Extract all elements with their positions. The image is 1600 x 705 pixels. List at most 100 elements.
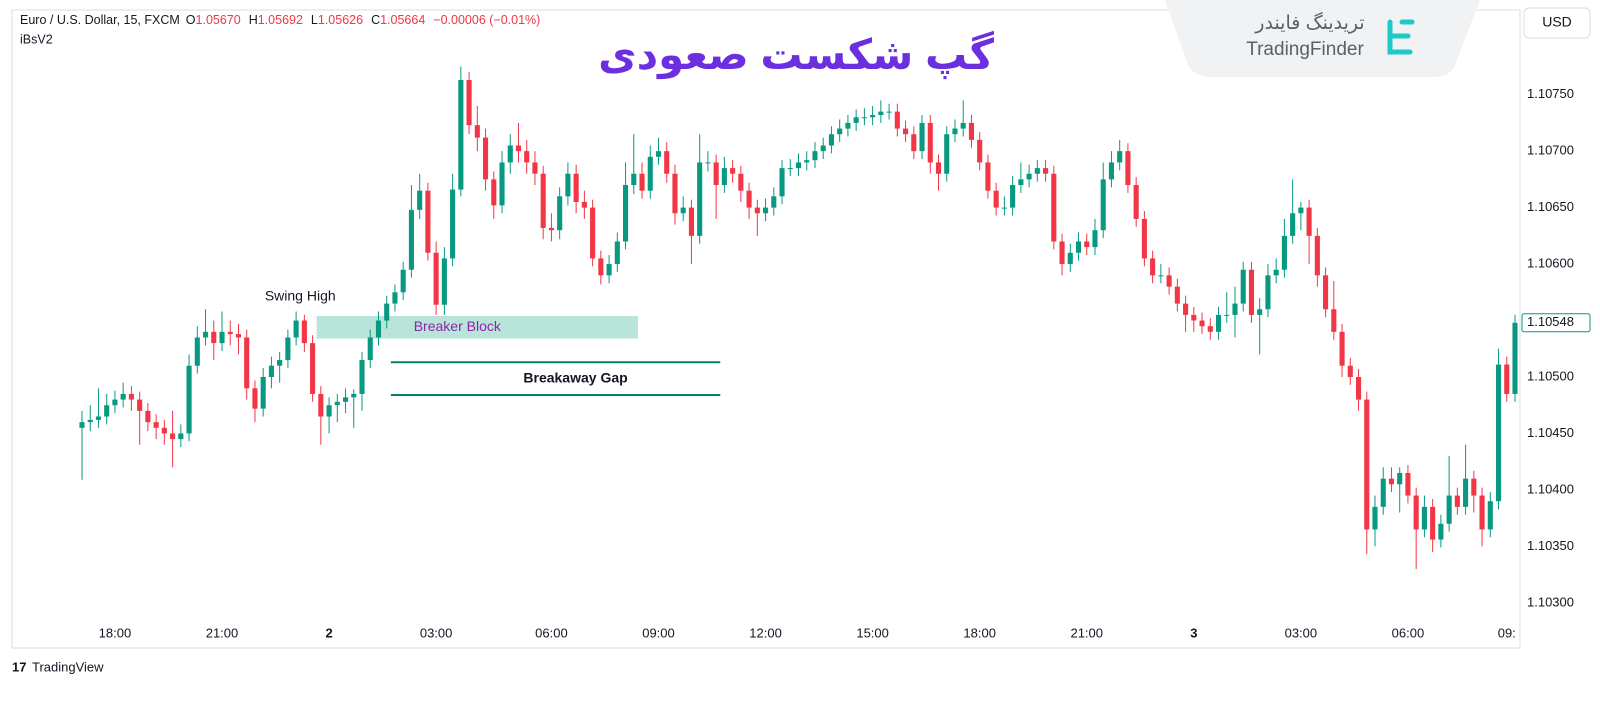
candle-body (1240, 269, 1246, 304)
x-tick-label: 03:00 (420, 625, 453, 640)
candle-body (318, 393, 324, 417)
candle-body (1133, 185, 1139, 219)
candle-body (1199, 320, 1205, 327)
candle-body (565, 173, 571, 197)
candle-body (812, 151, 818, 161)
brand-persian: تریدینگ فایندر (1254, 12, 1364, 34)
candle-body (285, 337, 291, 361)
candle-body (771, 196, 777, 208)
candle-body (1174, 286, 1180, 304)
candle-body (1323, 275, 1329, 310)
candle-body (787, 168, 793, 170)
last-price-box (1521, 313, 1591, 333)
candle-body (606, 264, 612, 276)
x-tick-label: 09: (1498, 625, 1516, 640)
candle-body (1248, 269, 1255, 315)
footer: TradingView (32, 659, 104, 674)
candle-body (1421, 506, 1427, 530)
x-tick-label: 18:00 (99, 625, 132, 640)
candle-body (1331, 309, 1337, 332)
candle-body (145, 410, 151, 423)
candle-body (244, 337, 250, 389)
candle-body (515, 145, 522, 152)
candle-body (1273, 269, 1279, 276)
candle-body (746, 190, 752, 208)
candle-body (392, 292, 398, 304)
candle-body (170, 433, 176, 440)
candle-body (235, 334, 242, 338)
y-tick-label: 1.10700 (1527, 143, 1574, 158)
candle-body (1059, 241, 1065, 265)
candle-body (1372, 506, 1378, 530)
candle-body (425, 190, 431, 253)
gap-label: Breakaway Gap (523, 369, 627, 385)
y-tick-label: 1.10600 (1527, 256, 1574, 271)
candle-body (1232, 303, 1238, 315)
candle-body (351, 393, 357, 398)
currency[interactable]: USD (1542, 14, 1572, 30)
candle-body (1512, 322, 1518, 394)
candle-body (1067, 252, 1073, 265)
indicator: iBsV2 (20, 32, 53, 46)
candle-body (1504, 364, 1510, 394)
candle-body (870, 115, 876, 118)
candle-body (474, 125, 480, 138)
candle-body (886, 111, 892, 113)
candle-body (293, 320, 299, 338)
breaker-block (316, 316, 638, 339)
candle-body (524, 151, 530, 163)
candle-body (754, 207, 760, 214)
currency-box[interactable] (1523, 7, 1591, 39)
candle-body (1117, 151, 1123, 163)
candle-body (1051, 173, 1057, 242)
header: Euro / U.S. Dollar, 15, FXCM O1.05670 H1.0… (20, 13, 540, 27)
candle-body (310, 343, 316, 394)
candle-body (590, 207, 596, 259)
candle-body (1339, 331, 1345, 366)
candle-body (1150, 258, 1156, 276)
candle-body (1388, 478, 1395, 485)
candle-body (79, 422, 85, 428)
candle-body (680, 207, 686, 214)
plot: 1.10300 1.10350 1.10400 1.10450 1.10500 1.105… (79, 66, 1591, 640)
candle-body (878, 111, 884, 116)
x-tick-label: 12:00 (749, 625, 782, 640)
x-tick-label: 21:00 (1070, 625, 1103, 640)
x-tick-label: 21:00 (206, 625, 239, 640)
candle-body (985, 162, 991, 191)
candle-body (557, 196, 563, 231)
candle-body (178, 433, 184, 440)
candle-body (664, 151, 670, 174)
candle-body (1380, 478, 1386, 507)
candle-body (1043, 168, 1049, 174)
brand-logo (1387, 19, 1415, 55)
candle-body (1207, 326, 1213, 332)
chart-title: گپ شکست صعودی (598, 30, 994, 80)
candle-body (820, 145, 826, 152)
x-tick-label: 09:00 (642, 625, 675, 640)
y-tick-label: 1.10750 (1527, 86, 1574, 101)
candle-body (359, 360, 365, 394)
candle-body (614, 241, 620, 265)
candle-body (598, 258, 604, 276)
candle-body (194, 337, 200, 366)
candle-body (268, 365, 274, 377)
field-key: L (311, 13, 318, 27)
candle-body (894, 111, 900, 129)
candle-body (120, 393, 126, 400)
candle-body (466, 80, 472, 126)
candle-body (935, 162, 942, 174)
candle-body (927, 122, 933, 163)
candle-body (1463, 478, 1469, 507)
candle-body (400, 269, 406, 293)
candle-body (1454, 495, 1460, 507)
brand-box (1165, 0, 1480, 77)
candle-body (1347, 365, 1353, 377)
candle-body (260, 376, 266, 409)
candle-body (1158, 275, 1164, 277)
candle-body (384, 303, 390, 321)
candle-body (581, 201, 587, 208)
candle-body (1355, 376, 1362, 400)
candle-body (960, 122, 966, 129)
